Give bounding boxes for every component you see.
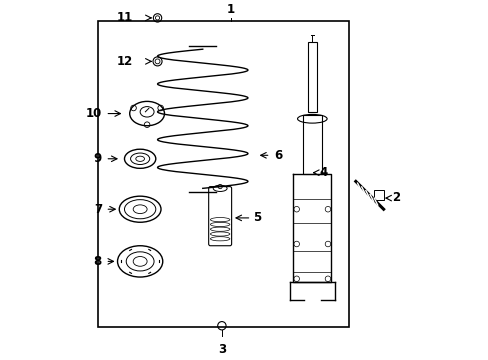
Text: 5: 5: [253, 211, 261, 224]
FancyBboxPatch shape: [373, 190, 384, 200]
Bar: [98, 21, 348, 328]
FancyBboxPatch shape: [208, 186, 231, 246]
Text: 2: 2: [391, 190, 400, 203]
Text: 11: 11: [117, 12, 133, 24]
Text: 7: 7: [94, 203, 102, 216]
Text: 6: 6: [273, 149, 282, 162]
FancyBboxPatch shape: [307, 42, 316, 112]
Text: 4: 4: [319, 166, 327, 179]
Text: 12: 12: [117, 55, 133, 68]
FancyBboxPatch shape: [302, 115, 322, 175]
Text: 1: 1: [226, 3, 234, 16]
Text: 8: 8: [93, 255, 102, 268]
Text: 3: 3: [217, 343, 225, 356]
Text: 10: 10: [85, 107, 102, 120]
Text: 9: 9: [93, 152, 102, 165]
